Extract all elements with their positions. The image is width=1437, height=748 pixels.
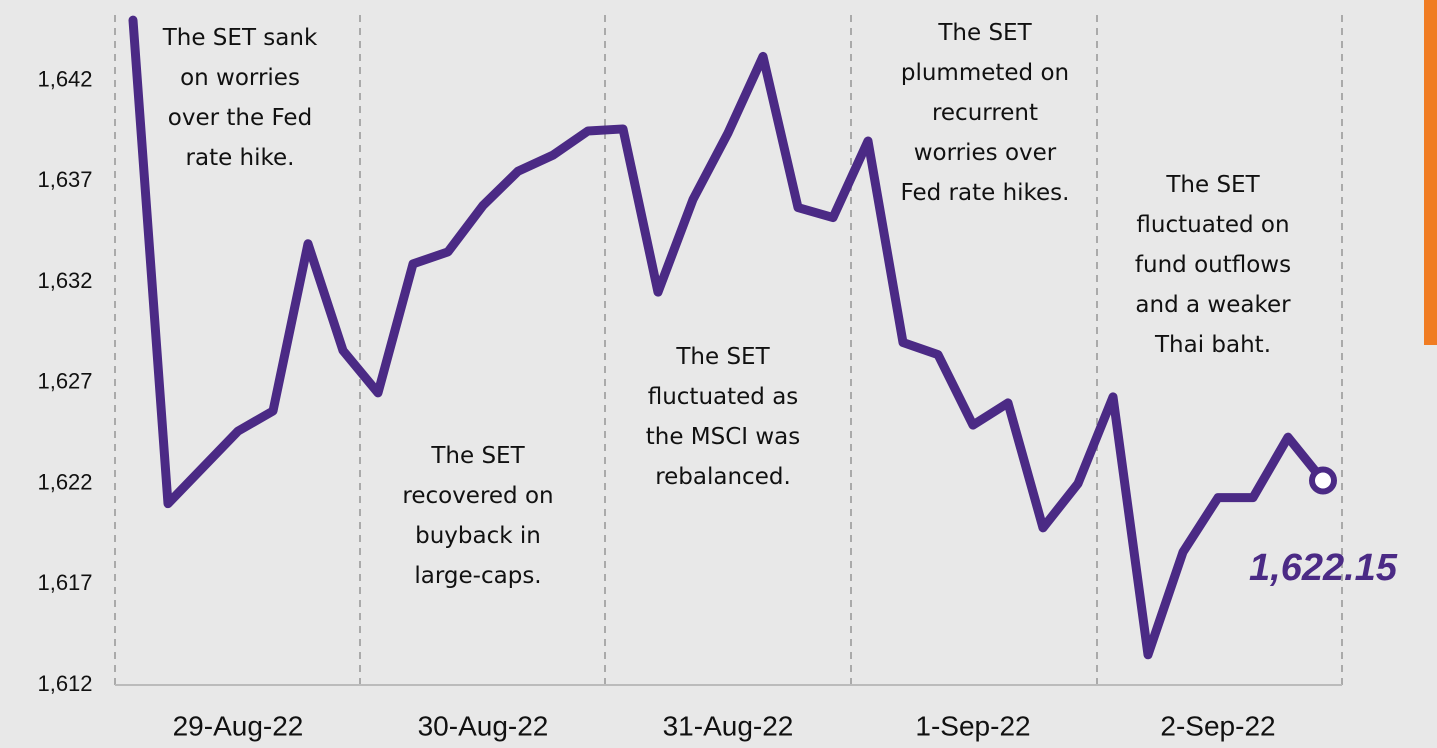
annotation-line: recurrent <box>932 100 1038 126</box>
annotation-line: recovered on <box>402 483 553 509</box>
annotation-line: on worries <box>180 65 300 91</box>
annotation-line: plummeted on <box>901 60 1069 86</box>
annotation-line: Thai baht. <box>1154 332 1271 358</box>
annotation-line: large-caps. <box>414 563 541 589</box>
y-tick-label: 1,622 <box>37 469 92 494</box>
x-tick-label: 29-Aug-22 <box>173 710 304 741</box>
y-tick-label: 1,632 <box>37 268 92 293</box>
annotation-line: The SET <box>937 20 1032 46</box>
annotation: The SET sank on worries over the Fed rate h… <box>162 25 318 171</box>
annotation: The SET plummeted on recurrent worries over… <box>901 20 1070 206</box>
annotation-line: worries over <box>914 140 1057 166</box>
annotation-line: The SET <box>1165 172 1260 198</box>
annotation-line: The SET <box>430 443 525 469</box>
annotation: The SET fluctuated on fund outflows and a w… <box>1135 172 1291 358</box>
annotation: The SET recovered on buyback in large-caps. <box>402 443 553 589</box>
x-tick-label: 1-Sep-22 <box>915 710 1030 741</box>
annotation-line: over the Fed <box>168 105 312 131</box>
x-tick-label: 31-Aug-22 <box>663 710 794 741</box>
annotation-line: fluctuated as <box>648 384 799 410</box>
annotation-line: the MSCI was <box>646 424 801 450</box>
annotation-line: fluctuated on <box>1136 212 1289 238</box>
y-tick-label: 1,642 <box>37 66 92 91</box>
value-label: 1,622.15 <box>1249 547 1398 589</box>
y-tick-label: 1,627 <box>37 369 92 394</box>
annotation-line: The SET sank <box>162 25 318 51</box>
y-tick-label: 1,617 <box>37 570 92 595</box>
y-tick-label: 1,637 <box>37 167 92 192</box>
annotation: The SET fluctuated as the MSCI was rebalanc… <box>646 344 801 490</box>
y-tick-label: 1,612 <box>37 671 92 696</box>
annotation-line: rate hike. <box>186 145 295 171</box>
annotation-line: rebalanced. <box>655 464 791 490</box>
series-line <box>128 15 1328 660</box>
end-marker <box>1309 466 1337 495</box>
annotation-line: fund outflows <box>1135 252 1291 278</box>
annotation-line: Fed rate hikes. <box>901 180 1070 206</box>
x-tick-label: 30-Aug-22 <box>418 710 549 741</box>
annotation-line: The SET <box>675 344 770 370</box>
edge-strip <box>1424 0 1437 345</box>
annotation-line: and a weaker <box>1135 292 1291 318</box>
annotation-line: buyback in <box>415 523 541 549</box>
x-tick-label: 2-Sep-22 <box>1160 710 1275 741</box>
